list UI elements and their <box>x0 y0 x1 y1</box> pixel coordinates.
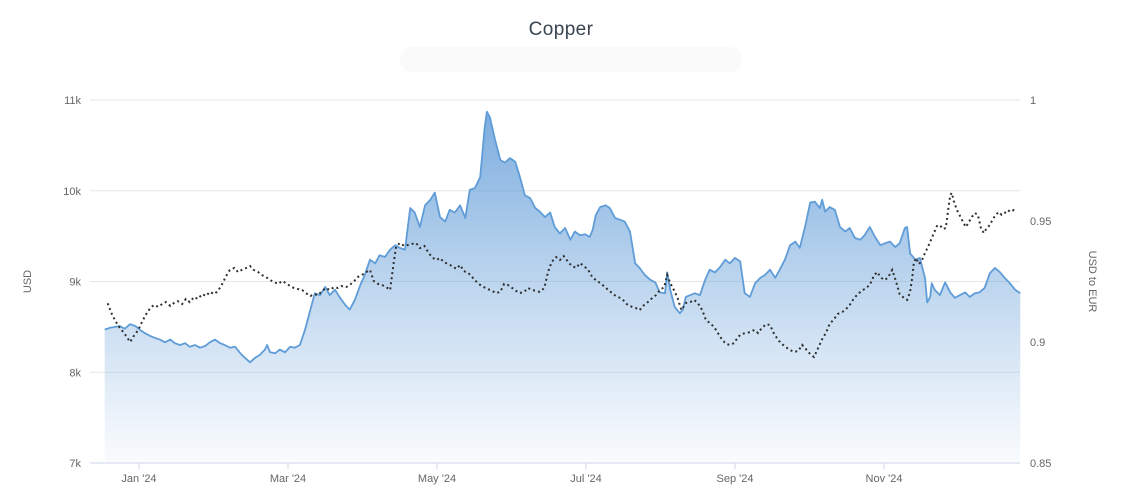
y-axis-label-left: 11k <box>64 95 81 107</box>
x-axis-label: Sep '24 <box>717 473 754 485</box>
y-axis-label-left: 8k <box>69 367 81 379</box>
y-axis-label-right: 1 <box>1030 95 1036 107</box>
y-axis-label-left: 10k <box>63 186 81 198</box>
copper-area-series[interactable] <box>104 111 1021 464</box>
x-axis-label: Nov '24 <box>866 473 903 485</box>
x-axis-label: Jan '24 <box>121 473 156 485</box>
x-axis-label: Jul '24 <box>570 473 601 485</box>
x-axis-label: May '24 <box>418 473 456 485</box>
y-axis-title-left: USD <box>22 270 34 293</box>
x-axis-label: Mar '24 <box>270 473 306 485</box>
chart-title: Copper <box>528 19 594 40</box>
y-axis-label-right: 0.9 <box>1030 337 1045 349</box>
y-axis-label-left: 9k <box>69 277 81 289</box>
y-axis-label-right: 0.95 <box>1030 216 1051 228</box>
y-axis-label-left: 7k <box>69 458 81 470</box>
y-axis-label-right: 0.85 <box>1030 458 1051 470</box>
copper-line-series[interactable] <box>104 110 1021 364</box>
y-axis-title-right: USD to EUR <box>1086 251 1098 313</box>
subtitle-placeholder <box>400 47 742 72</box>
